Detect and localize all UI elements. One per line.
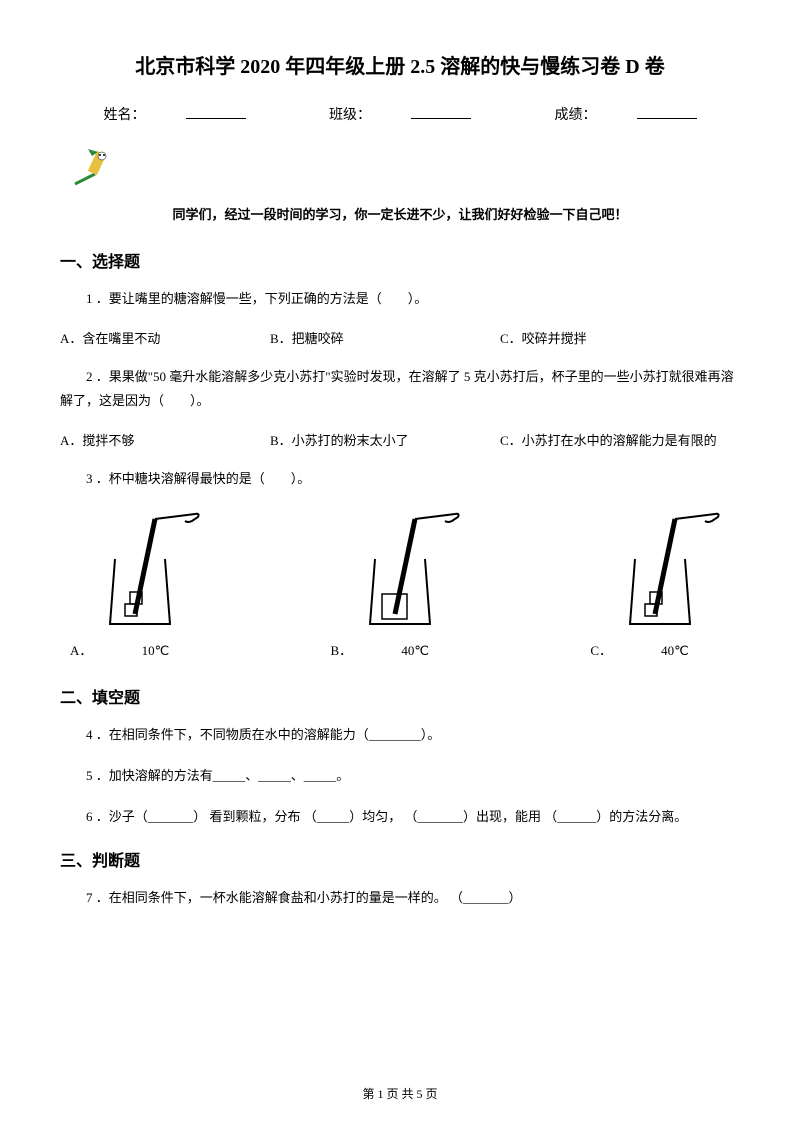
q1-opt-a: A．含在嘴里不动 — [60, 328, 270, 347]
question-6: 6 ．沙子（_______） 看到颗粒，分布 （_____）均匀， （_____… — [60, 805, 740, 828]
score-label: 成绩： — [535, 108, 717, 123]
beaker-b-icon — [360, 509, 470, 639]
section-2-header: 二、填空题 — [60, 684, 740, 708]
question-1: 1 ．要让嘴里的糖溶解慢一些，下列正确的方法是（ ）。 — [60, 287, 740, 310]
section-1-header: 一、选择题 — [60, 248, 740, 272]
q3-label-c: C． — [590, 640, 612, 659]
q3-temp-c: 40℃ — [661, 643, 689, 659]
q2-opt-b: B．小苏打的粉末太小了 — [270, 430, 500, 449]
q3-img-a: A． 10℃ — [70, 509, 210, 659]
q2-options: A．搅拌不够 B．小苏打的粉末太小了 C．小苏打在水中的溶解能力是有限的 — [60, 430, 740, 449]
question-3: 3 ．杯中糖块溶解得最快的是（ ）。 — [60, 467, 740, 490]
question-7: 7 ．在相同条件下，一杯水能溶解食盐和小苏打的量是一样的。 （_______） — [60, 886, 740, 909]
page-title: 北京市科学 2020 年四年级上册 2.5 溶解的快与慢练习卷 D 卷 — [60, 50, 740, 79]
class-label: 班级： — [309, 108, 491, 123]
pencil-icon — [70, 144, 740, 194]
question-4: 4 ．在相同条件下，不同物质在水中的溶解能力（________）。 — [60, 723, 740, 746]
q3-temp-a: 10℃ — [142, 643, 170, 659]
q3-img-c: C． 40℃ — [590, 509, 730, 659]
q2-opt-c: C．小苏打在水中的溶解能力是有限的 — [500, 430, 740, 449]
question-2: 2 ．果果做"50 毫升水能溶解多少克小苏打"实验时发现，在溶解了 5 克小苏打… — [60, 365, 740, 412]
beaker-a-icon — [100, 509, 210, 639]
question-5: 5 ．加快溶解的方法有_____、_____、_____。 — [60, 764, 740, 787]
q3-img-b: B． 40℃ — [331, 509, 471, 659]
info-row: 姓名： 班级： 成绩： — [60, 104, 740, 124]
q3-temp-b: 40℃ — [401, 643, 429, 659]
page-footer: 第 1 页 共 5 页 — [0, 1085, 800, 1102]
encourage-text: 同学们，经过一段时间的学习，你一定长进不少，让我们好好检验一下自己吧！ — [60, 204, 740, 223]
q1-opt-c: C．咬碎并搅拌 — [500, 328, 740, 347]
q3-images: A． 10℃ B． 40℃ C． — [60, 509, 740, 659]
q3-label-a: A． — [70, 640, 92, 659]
beaker-c-icon — [620, 509, 730, 639]
name-label: 姓名： — [84, 108, 266, 123]
q1-opt-b: B．把糖咬碎 — [270, 328, 500, 347]
section-3-header: 三、判断题 — [60, 847, 740, 871]
q2-opt-a: A．搅拌不够 — [60, 430, 270, 449]
q3-label-b: B． — [331, 640, 353, 659]
q1-options: A．含在嘴里不动 B．把糖咬碎 C．咬碎并搅拌 — [60, 328, 740, 347]
